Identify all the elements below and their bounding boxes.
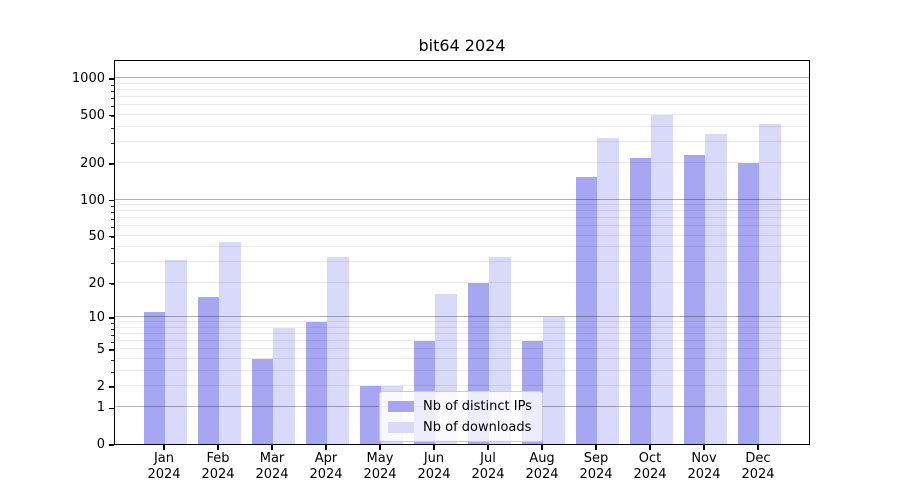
y-minor-tick-mark <box>111 142 114 144</box>
y-tick-label: 50 <box>88 228 105 244</box>
bar-distinct-ips-oct <box>629 158 651 444</box>
x-tick-mark <box>541 445 543 450</box>
bar-distinct-ips-may <box>359 385 381 444</box>
x-tick-label-aug: Aug 2024 <box>525 451 559 482</box>
x-tick-label-oct: Oct 2024 <box>633 451 667 482</box>
y-minor-tick-mark <box>111 227 114 229</box>
y-tick-label: 1000 <box>71 71 105 87</box>
x-tick-mark <box>703 445 705 450</box>
x-tick-label-jun: Jun 2024 <box>417 451 451 482</box>
x-tick-label-apr: Apr 2024 <box>309 451 343 482</box>
bar-downloads-mar <box>273 327 295 444</box>
y-tick-label: 5 <box>96 342 105 358</box>
y-tick-label: 500 <box>80 107 105 123</box>
y-minor-tick-mark <box>111 219 114 221</box>
legend-label: Nb of downloads <box>423 419 532 435</box>
y-minor-tick-mark <box>111 206 114 208</box>
x-tick-label-may: May 2024 <box>363 451 397 482</box>
x-tick-mark <box>649 445 651 450</box>
legend-item-distinct-ips: Nb of distinct IPs <box>388 397 532 415</box>
bar-distinct-ips-sep <box>575 176 597 444</box>
bar-distinct-ips-nov <box>683 154 705 444</box>
y-minor-tick-mark <box>111 341 114 343</box>
y-minor-tick-mark <box>111 359 114 361</box>
x-tick-label-jul: Jul 2024 <box>471 451 505 482</box>
y-minor-tick-mark <box>111 212 114 214</box>
x-tick-mark <box>757 445 759 450</box>
bar-downloads-nov <box>705 133 727 444</box>
x-tick-label-nov: Nov 2024 <box>687 451 721 482</box>
y-tick-mark <box>109 317 114 319</box>
x-tick-mark <box>595 445 597 450</box>
bar-distinct-ips-feb <box>197 297 219 444</box>
y-minor-tick-mark <box>111 164 114 166</box>
y-minor-tick-mark <box>111 248 114 250</box>
bar-downloads-feb <box>219 242 241 444</box>
bar-downloads-dec <box>759 124 781 444</box>
bars-layer <box>115 61 809 444</box>
y-tick-label: 0 <box>96 437 105 452</box>
x-tick-label-mar: Mar 2024 <box>255 451 289 482</box>
y-minor-tick-mark <box>111 263 114 265</box>
y-minor-tick-mark <box>111 90 114 92</box>
bar-distinct-ips-dec <box>737 163 759 444</box>
bar-downloads-apr <box>327 257 349 444</box>
y-tick-label: 20 <box>88 275 105 291</box>
bar-downloads-sep <box>597 137 619 444</box>
x-tick-mark <box>271 445 273 450</box>
y-tick-label: 1 <box>96 400 105 416</box>
y-minor-tick-mark <box>111 127 114 129</box>
y-minor-tick-mark <box>111 283 114 285</box>
y-tick-label: 2 <box>96 378 105 394</box>
x-tick-label-jan: Jan 2024 <box>147 451 181 482</box>
y-tick-mark <box>109 78 114 80</box>
y-minor-tick-mark <box>111 350 114 352</box>
legend-item-downloads: Nb of downloads <box>388 418 532 436</box>
x-tick-mark <box>217 445 219 450</box>
downloads-swatch <box>388 421 414 433</box>
y-tick-mark <box>109 444 114 446</box>
y-minor-tick-mark <box>111 386 114 388</box>
bar-downloads-jan <box>165 260 187 444</box>
x-tick-mark <box>379 445 381 450</box>
distinct-ips-swatch <box>388 400 414 412</box>
y-tick-label: 200 <box>80 156 105 172</box>
legend-label: Nb of distinct IPs <box>423 398 532 414</box>
x-tick-label-sep: Sep 2024 <box>579 451 613 482</box>
y-minor-tick-mark <box>111 328 114 330</box>
y-tick-label: 100 <box>80 192 105 208</box>
y-minor-tick-mark <box>111 323 114 325</box>
y-tick-mark <box>109 407 114 410</box>
bar-downloads-aug <box>543 317 565 444</box>
chart-title: bit64 2024 <box>418 36 506 55</box>
x-tick-mark <box>325 445 327 450</box>
bar-distinct-ips-jan <box>143 312 165 444</box>
y-minor-tick-mark <box>111 371 114 373</box>
x-tick-mark <box>433 445 435 450</box>
y-minor-tick-mark <box>111 334 114 336</box>
y-tick-label: 10 <box>88 309 105 325</box>
x-tick-label-dec: Dec 2024 <box>741 451 775 482</box>
x-tick-label-feb: Feb 2024 <box>201 451 235 482</box>
y-minor-tick-mark <box>111 97 114 99</box>
bar-distinct-ips-mar <box>251 358 273 444</box>
y-minor-tick-mark <box>111 236 114 238</box>
legend: Nb of distinct IPs Nb of downloads <box>379 391 543 442</box>
plot-area: Nb of distinct IPs Nb of downloads <box>114 60 810 445</box>
y-minor-tick-mark <box>111 84 114 86</box>
y-minor-tick-mark <box>111 115 114 117</box>
y-minor-tick-mark <box>111 106 114 108</box>
y-tick-mark <box>109 199 114 202</box>
x-tick-mark <box>163 445 165 450</box>
x-tick-mark <box>487 445 489 450</box>
bar-distinct-ips-apr <box>305 322 327 444</box>
bar-downloads-oct <box>651 114 673 444</box>
